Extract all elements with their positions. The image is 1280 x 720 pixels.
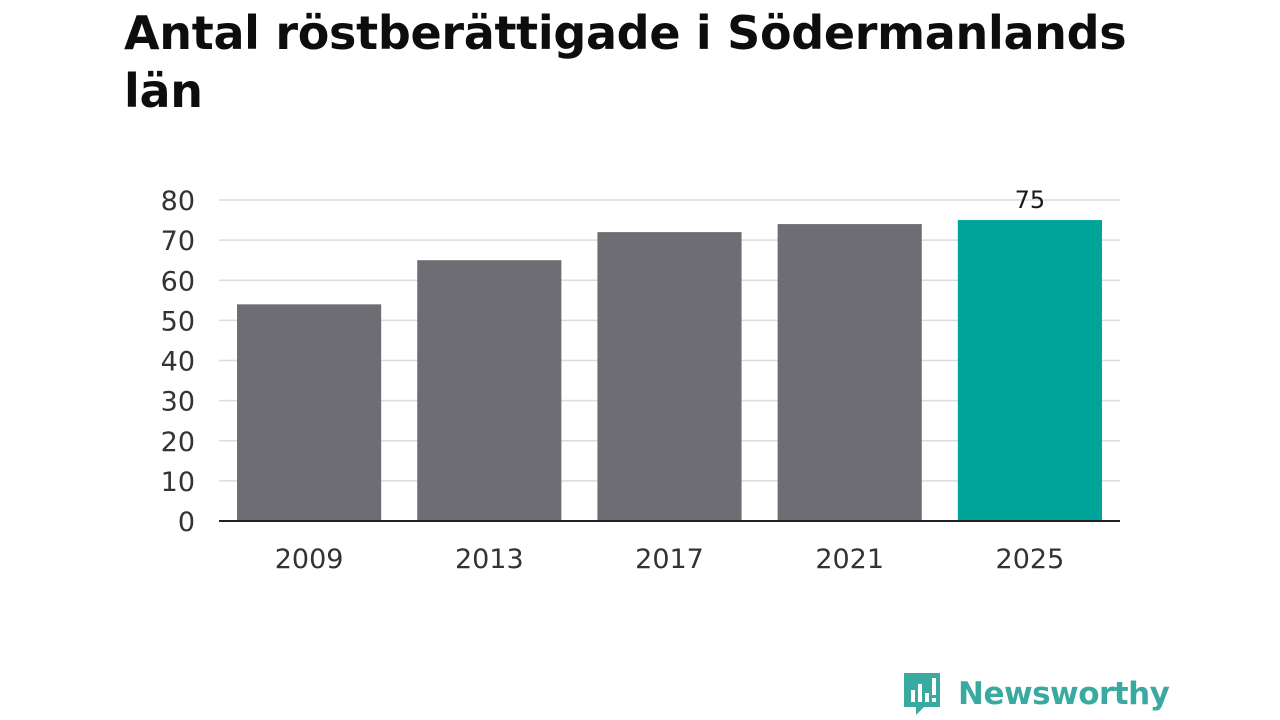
bar-2009 <box>237 304 382 521</box>
x-tick-label: 2017 <box>635 544 704 575</box>
bar-2017 <box>597 232 742 521</box>
y-tick-label: 0 <box>178 507 195 538</box>
bar-2021 <box>777 224 922 521</box>
data-label: 75 <box>1015 186 1046 214</box>
bar-2013 <box>417 260 562 521</box>
y-tick-label: 30 <box>161 387 195 418</box>
newsworthy-chart-bubble-icon <box>904 673 940 715</box>
y-tick-label: 80 <box>161 186 195 217</box>
y-tick-label: 70 <box>161 226 195 257</box>
brand-name: Newsworthy <box>958 676 1170 712</box>
y-tick-label: 10 <box>161 467 195 498</box>
brand-footer: Newsworthy <box>902 670 1170 718</box>
y-tick-label: 40 <box>161 347 195 378</box>
x-tick-label: 2021 <box>815 544 884 575</box>
data-labels: 75 <box>1015 186 1046 214</box>
y-tick-label: 60 <box>161 266 195 297</box>
x-tick-label: 2025 <box>996 544 1065 575</box>
y-tick-label: 20 <box>161 427 195 458</box>
x-tick-label: 2009 <box>275 544 344 575</box>
chart-title: Antal röstberättigade i Södermanlands lä… <box>124 6 1127 118</box>
x-tick-label: 2013 <box>455 544 524 575</box>
y-tick-label: 50 <box>161 306 195 337</box>
bar-2025 <box>957 220 1102 521</box>
bars <box>237 220 1102 521</box>
y-axis-ticks: 0 10 20 30 40 50 60 70 80 <box>161 186 195 538</box>
x-axis-ticks: 2009 2013 2017 2021 2025 <box>275 544 1065 575</box>
